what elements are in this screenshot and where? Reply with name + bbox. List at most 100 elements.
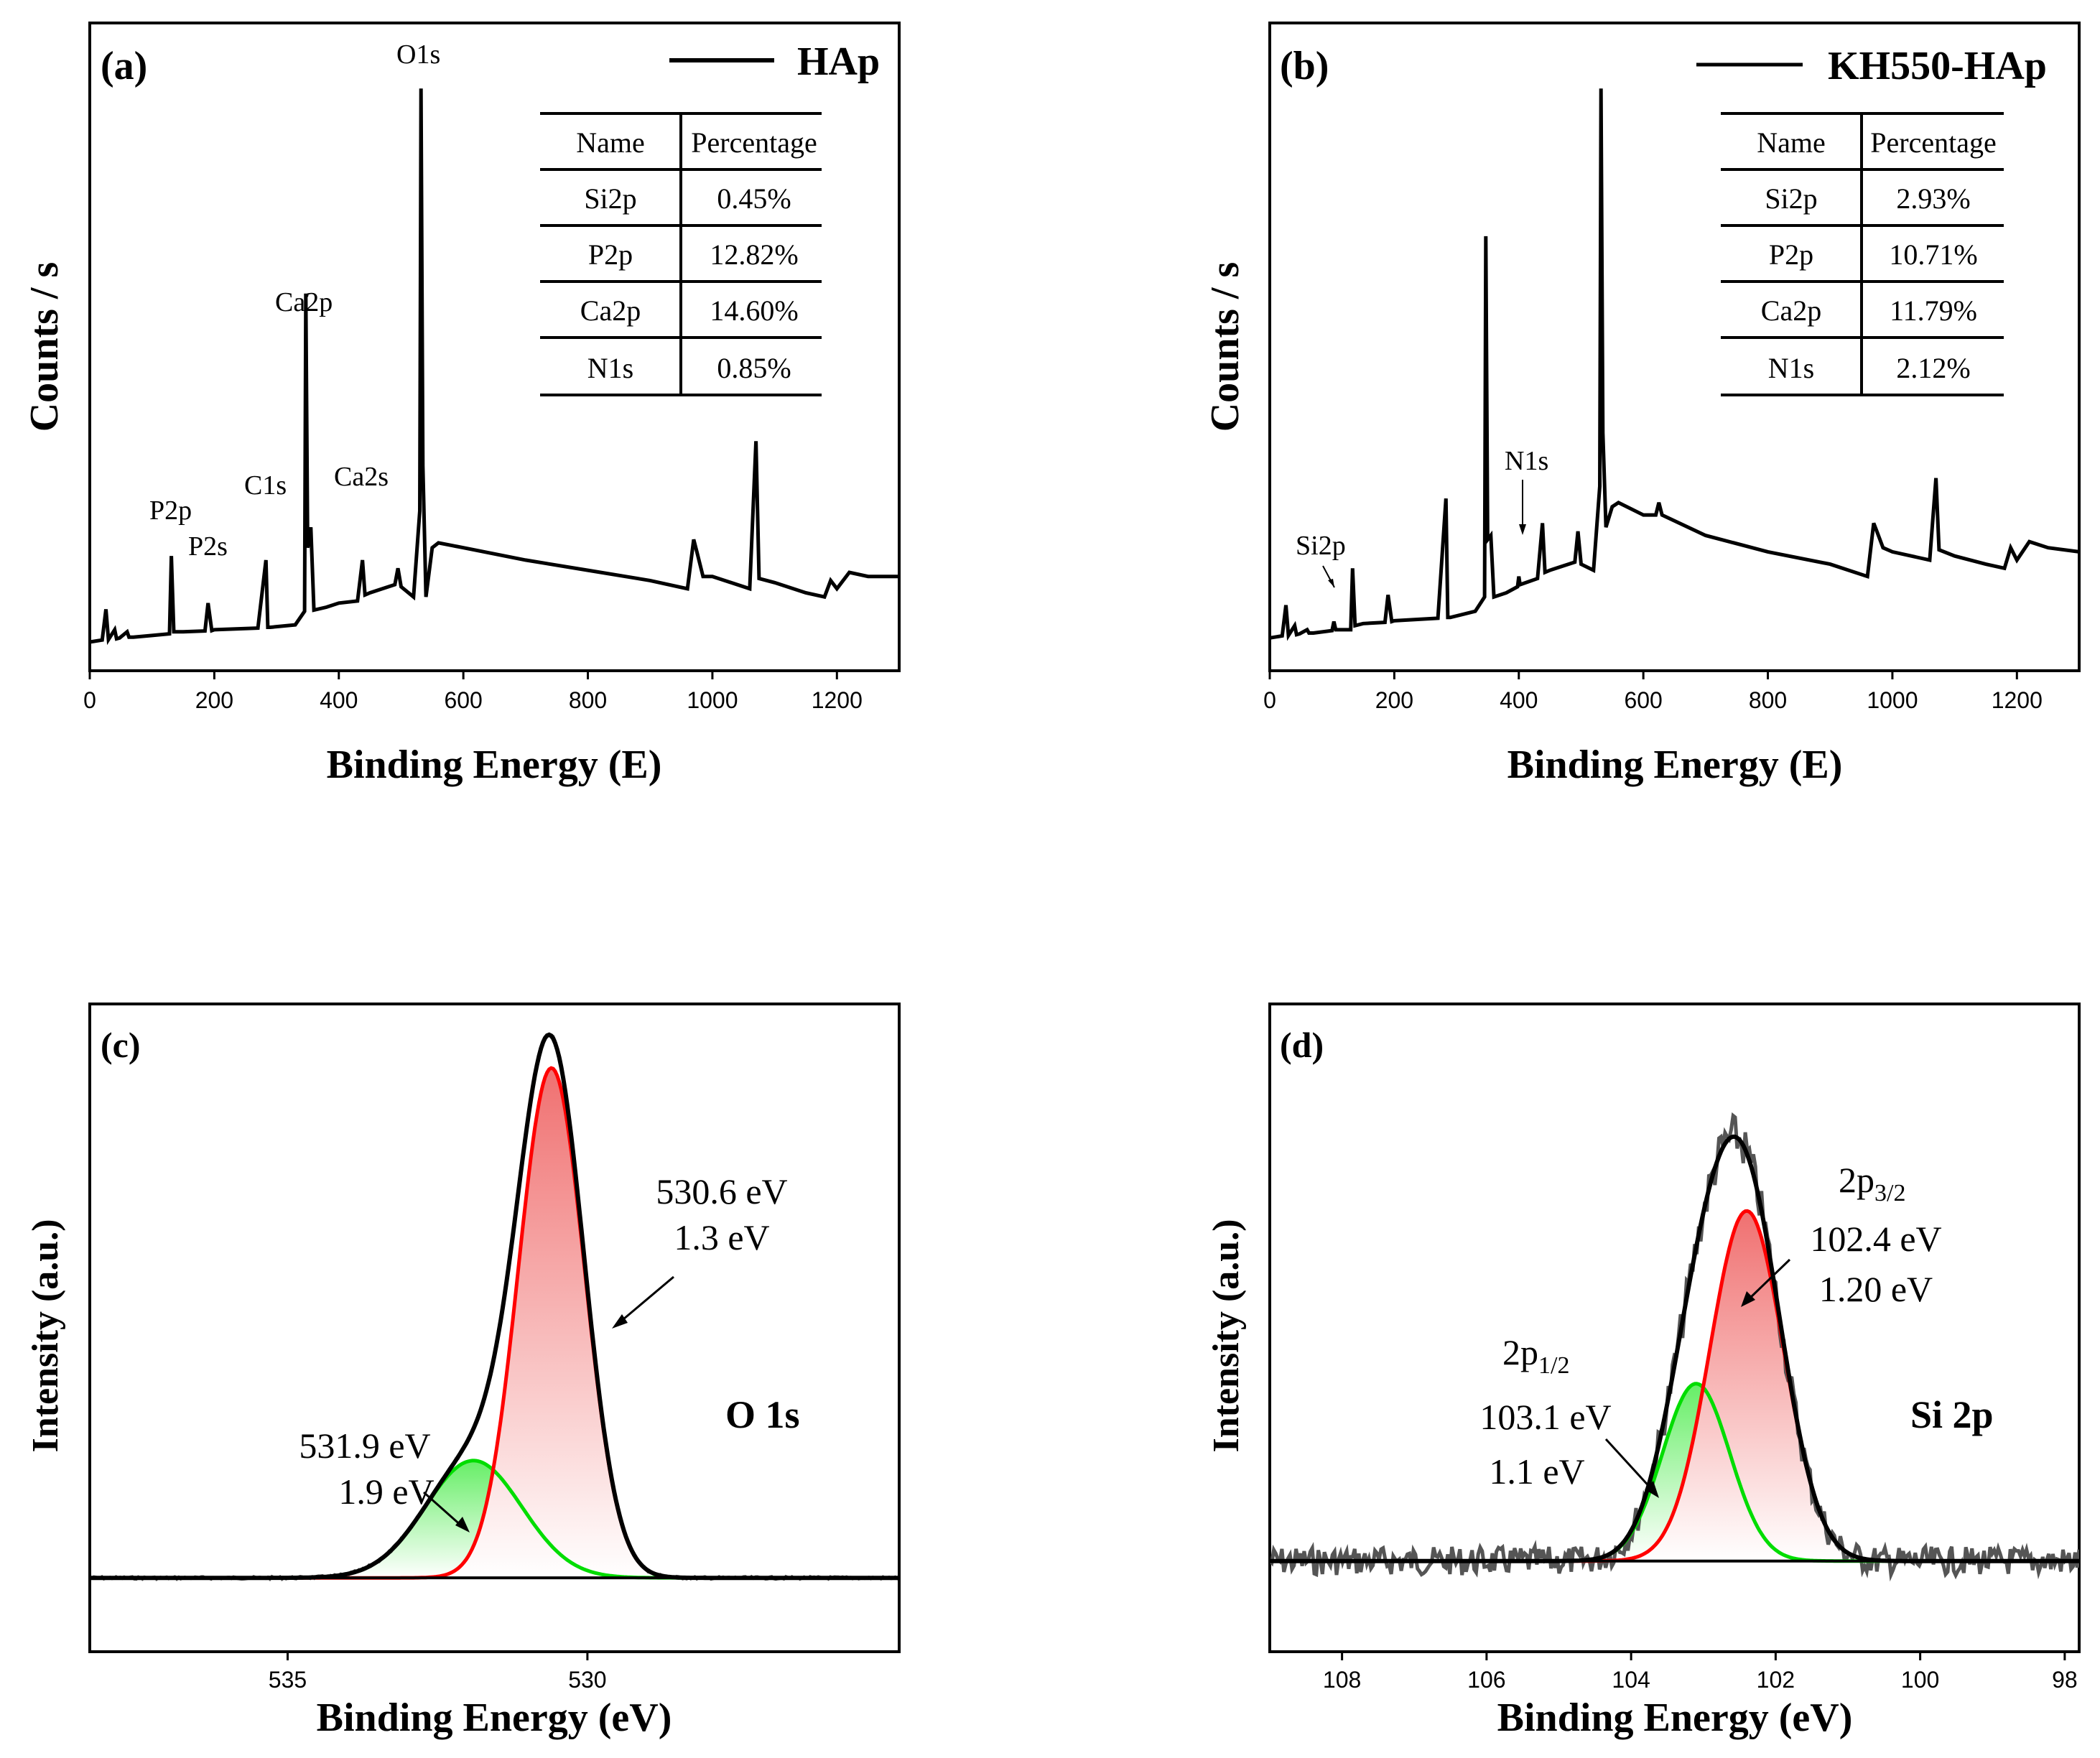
panel-a-x-ticks: 0 200 400 600 800 1000 1200 bbox=[83, 671, 863, 713]
annot-2p3-2-arrowhead bbox=[1741, 1291, 1755, 1307]
x-tick-label: 535 bbox=[269, 1667, 307, 1693]
x-tick-label: 106 bbox=[1467, 1667, 1505, 1693]
panel-d-frame bbox=[1268, 1003, 2081, 1653]
table-a-cell: 0.45% bbox=[717, 182, 791, 215]
annot-2p1-2-arrowhead bbox=[1645, 1481, 1659, 1498]
x-tick-label: 200 bbox=[195, 687, 233, 713]
annot-2p1-2-sub: 1/2 bbox=[1538, 1352, 1569, 1379]
peak-label-c1s: C1s bbox=[244, 470, 287, 501]
x-tick-label: 100 bbox=[1901, 1667, 1939, 1693]
table-b-header-percentage: Percentage bbox=[1870, 126, 1996, 159]
peak-n1s-arrowhead bbox=[1519, 524, 1526, 535]
panel-b: 0 200 400 600 800 1000 1200 (b) KH550-HAp Si2p… bbox=[1203, 22, 2081, 787]
x-tick-label: 104 bbox=[1612, 1667, 1650, 1693]
x-tick-label: 800 bbox=[569, 687, 607, 713]
panel-b-legend-text: KH550-HAp bbox=[1828, 44, 2047, 88]
x-tick-label: 0 bbox=[1263, 687, 1276, 713]
annot-103.1-ev: 103.1 eV bbox=[1479, 1397, 1611, 1437]
table-a-cell: P2p bbox=[588, 238, 633, 271]
panel-b-x-axis-label: Binding Energy (E) bbox=[1507, 743, 1843, 787]
table-a-header-name: Name bbox=[576, 126, 645, 159]
annot-2p1-2-label: 2p1/2 bbox=[1502, 1332, 1569, 1379]
annot-1.20-ev: 1.20 eV bbox=[1819, 1269, 1933, 1309]
x-tick-label: 400 bbox=[320, 687, 358, 713]
panel-b-spectrum-line bbox=[1269, 88, 2080, 641]
panel-d-envelope-line bbox=[1270, 1134, 2079, 1563]
panel-d-x-axis-label: Binding Energy (eV) bbox=[1497, 1696, 1853, 1740]
x-tick-label: 800 bbox=[1749, 687, 1787, 713]
x-tick-label: 1200 bbox=[812, 687, 863, 713]
table-b-cell: P2p bbox=[1769, 238, 1813, 271]
x-tick-label: 600 bbox=[1624, 687, 1662, 713]
panel-c-y-axis-label: Intensity (a.u.) bbox=[25, 1219, 66, 1452]
peak-label-n1s: N1s bbox=[1505, 446, 1548, 476]
x-tick-label: 108 bbox=[1323, 1667, 1361, 1693]
peak-label-p2p: P2p bbox=[149, 496, 192, 526]
annot-2p1-2-arrow bbox=[1604, 1438, 1653, 1491]
x-tick-label: 102 bbox=[1757, 1667, 1795, 1693]
annot-530.6-arrowhead bbox=[612, 1314, 628, 1329]
annot-530.6-ev: 530.6 eV bbox=[656, 1171, 787, 1211]
panel-a-legend-text: HAp bbox=[797, 39, 880, 84]
x-tick-label: 0 bbox=[83, 687, 96, 713]
table-b-cell: 10.71% bbox=[1889, 238, 1977, 271]
annot-2p3-2-sub: 3/2 bbox=[1874, 1180, 1905, 1206]
annot-2p3-2-arrow bbox=[1748, 1258, 1791, 1300]
table-a-cell: 14.60% bbox=[710, 294, 798, 327]
panel-d-label: (d) bbox=[1280, 1025, 1324, 1065]
panel-b-y-axis-label: Counts / s bbox=[1203, 262, 1248, 432]
annot-531.9-arrowhead bbox=[455, 1517, 470, 1533]
x-tick-label: 600 bbox=[444, 687, 482, 713]
annot-530.6-arrow bbox=[618, 1275, 674, 1324]
table-a-cell: N1s bbox=[587, 352, 633, 384]
x-tick-label: 98 bbox=[2052, 1667, 2078, 1693]
annot-102.4-ev: 102.4 eV bbox=[1810, 1219, 1941, 1259]
x-tick-label: 200 bbox=[1375, 687, 1413, 713]
panel-c-title: O 1s bbox=[725, 1393, 800, 1436]
panel-b-frame bbox=[1268, 22, 2081, 672]
table-b-cell: Ca2p bbox=[1761, 294, 1821, 327]
panel-b-label: (b) bbox=[1280, 44, 1329, 88]
annot-1.9-ev: 1.9 eV bbox=[338, 1471, 434, 1512]
table-b-cell: 2.93% bbox=[1896, 182, 1970, 215]
panel-b-x-ticks: 0 200 400 600 800 1000 1200 bbox=[1263, 671, 2043, 713]
panel-a-spectrum-line bbox=[89, 88, 899, 646]
panel-d-y-axis-label: Intensity (a.u.) bbox=[1206, 1219, 1247, 1452]
peak-2p1-2-fill bbox=[1270, 1383, 2079, 1561]
panel-c-label: (c) bbox=[101, 1025, 141, 1065]
table-b-cell: 2.12% bbox=[1896, 352, 1970, 384]
panel-d-title: Si 2p bbox=[1910, 1393, 1994, 1436]
panel-a-y-axis-label: Counts / s bbox=[22, 262, 67, 432]
peak-label-ca2s: Ca2s bbox=[334, 462, 389, 492]
table-b-cell: N1s bbox=[1768, 352, 1814, 384]
table-a-cell: Ca2p bbox=[580, 294, 641, 327]
annot-2p1-2-base: 2p bbox=[1502, 1332, 1538, 1372]
peak-si2p-arrowhead bbox=[1328, 579, 1334, 587]
panel-c-x-axis-label: Binding Energy (eV) bbox=[317, 1696, 672, 1740]
peak-label-ca2p: Ca2p bbox=[275, 287, 333, 317]
x-tick-label: 1000 bbox=[687, 687, 738, 713]
table-a-header-percentage: Percentage bbox=[691, 126, 817, 159]
annot-531.9-arrow bbox=[423, 1491, 463, 1528]
annot-531.9-ev: 531.9 eV bbox=[299, 1426, 430, 1466]
panel-b-table: Name Percentage Si2p 2.93% P2p 10.71% Ca… bbox=[1721, 112, 2004, 396]
table-a-cell: 12.82% bbox=[710, 238, 798, 271]
panel-c: 535 530 (c) O 1s 530.6 eV 1.3 eV 531.9 eV… bbox=[25, 1003, 901, 1740]
x-tick-label: 530 bbox=[568, 1667, 606, 1693]
table-b-cell: 11.79% bbox=[1890, 294, 1977, 327]
panel-d-x-ticks: 108 106 104 102 100 98 bbox=[1323, 1652, 2078, 1693]
annot-1.3-ev: 1.3 eV bbox=[674, 1217, 769, 1257]
table-a-cell: Si2p bbox=[584, 182, 636, 215]
peak-2p3-2-line bbox=[1270, 1209, 2079, 1563]
table-a-cell: 0.85% bbox=[717, 352, 791, 384]
panel-d: 108 106 104 102 100 98 (d) Si 2p 2p 3/2 102.4 … bbox=[1206, 1003, 2081, 1740]
peak-label-si2p: Si2p bbox=[1296, 531, 1346, 561]
x-tick-label: 1000 bbox=[1867, 687, 1918, 713]
panel-a-x-axis-label: Binding Energy (E) bbox=[327, 743, 662, 787]
x-tick-label: 400 bbox=[1500, 687, 1538, 713]
x-tick-label: 1200 bbox=[1992, 687, 2043, 713]
peak-label-p2s: P2s bbox=[188, 531, 228, 562]
panel-a: 0 200 400 600 800 1000 1200 (a) HAp O1s Ca2p C… bbox=[22, 22, 901, 787]
table-b-cell: Si2p bbox=[1765, 182, 1817, 215]
